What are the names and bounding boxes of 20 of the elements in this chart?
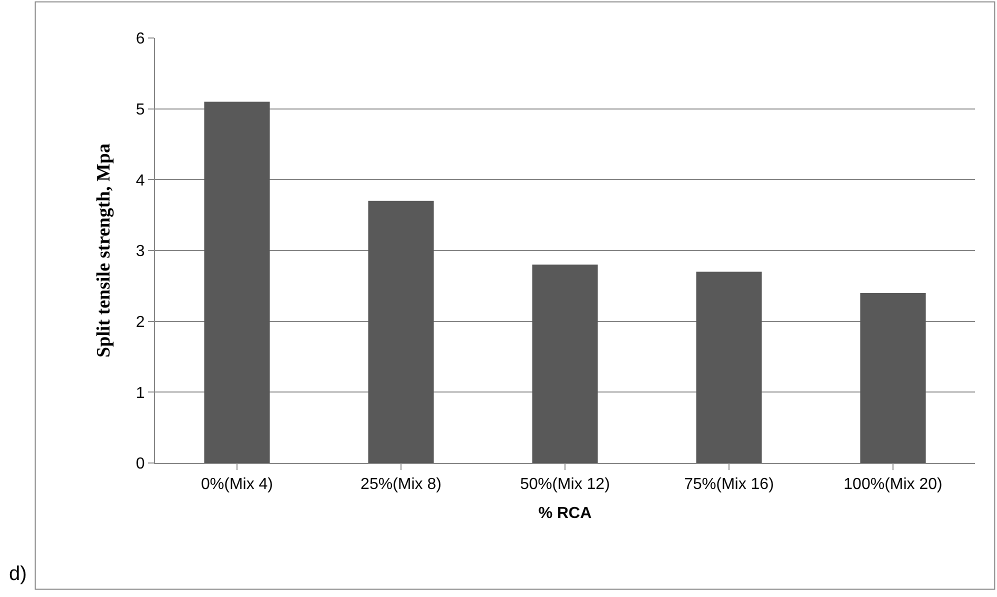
- x-tick-label: 75%(Mix 16): [684, 476, 774, 494]
- y-tick-label: 3: [136, 243, 145, 260]
- y-tick-label: 4: [136, 172, 145, 190]
- y-tick-label: 5: [136, 101, 145, 118]
- bar: [860, 293, 926, 463]
- bar: [368, 200, 434, 463]
- x-tick-label: 100%(Mix 20): [844, 476, 942, 494]
- x-axis-title: % RCA: [538, 504, 592, 522]
- x-tick-label: 25%(Mix 8): [360, 476, 442, 494]
- text: d): [9, 563, 27, 585]
- bar: [532, 264, 598, 463]
- y-axis-title: Split tensile strength, Mpa: [94, 143, 115, 358]
- x-tick-label: 0%(Mix 4): [200, 476, 274, 494]
- bar: [696, 272, 762, 463]
- bar: [204, 102, 270, 463]
- x-tick-label: 50%(Mix 12): [520, 476, 610, 494]
- y-tick-label: 2: [136, 314, 145, 331]
- y-tick-label: 0: [136, 456, 145, 473]
- y-tick-label: 1: [136, 384, 145, 402]
- y-tick-label: 6: [136, 30, 145, 48]
